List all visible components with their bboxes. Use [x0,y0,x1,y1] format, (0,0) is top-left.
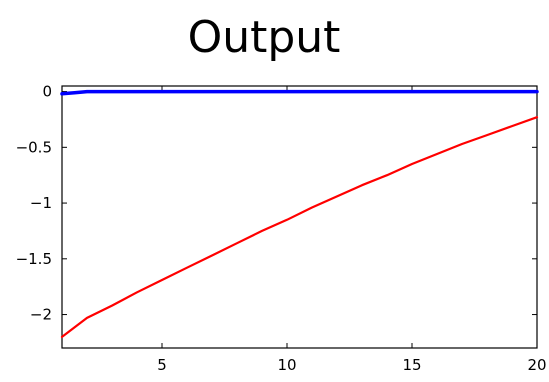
series-2-point [161,279,163,281]
series-1-point [361,90,363,93]
series-1-point [461,90,463,93]
series-2-point [236,242,238,244]
series-1-point [486,90,488,93]
x-tick-label: 10 [277,356,296,374]
series-1-point [411,90,413,93]
series-1-point [336,90,338,93]
series-line-2 [60,116,539,338]
series-1-point [161,90,163,93]
axis-ticks: 5 10 15 20 0 −0.5 −1 −1.5 −2 [16,83,547,374]
series-2-point [336,195,338,197]
series-1-point [111,90,113,93]
series-2-point [511,125,513,127]
x-tick-label: 20 [527,356,546,374]
series-2-point [136,291,138,293]
series-2-point [386,174,388,176]
x-tick-label: 5 [157,356,167,374]
series-1-point [286,90,288,93]
series-1-point [86,90,88,93]
y-tick-label: −0.5 [16,138,52,156]
series-1-point [136,90,138,93]
series-1-point [536,90,538,93]
series-1-point [186,90,188,93]
series-1-point [311,90,313,93]
series-line-1 [60,89,539,96]
series-1-point [73,92,76,94]
series-2-point [461,143,463,145]
y-tick-label: −1 [30,194,52,212]
series-2-point [211,254,213,257]
series-1-point [386,90,388,93]
series-1-point [261,90,263,93]
series-2-point [261,230,263,232]
x-tick-label: 15 [402,356,421,374]
chart-title: Output [188,12,341,63]
series-1-point [61,93,63,95]
series-2-point [536,116,538,118]
series-2-point [86,317,88,319]
series-1-point [436,90,438,93]
series-2-point [286,219,288,221]
series-2-point [111,305,113,307]
y-tick-label: −1.5 [16,250,52,268]
series-2-point [311,206,313,209]
y-tick-label: −2 [30,306,52,324]
series-2-point [486,134,488,136]
series-2-point [411,163,413,165]
series-1-point [511,90,513,93]
y-tick-label: 0 [42,83,52,101]
series-2-point [186,267,188,269]
plot-area [61,85,538,349]
series-2-point [361,184,363,186]
series-1-point [211,90,213,93]
series-lines [60,89,539,338]
series-2-point [61,336,63,338]
series-2-point [436,153,438,155]
series-1-point [236,90,238,93]
